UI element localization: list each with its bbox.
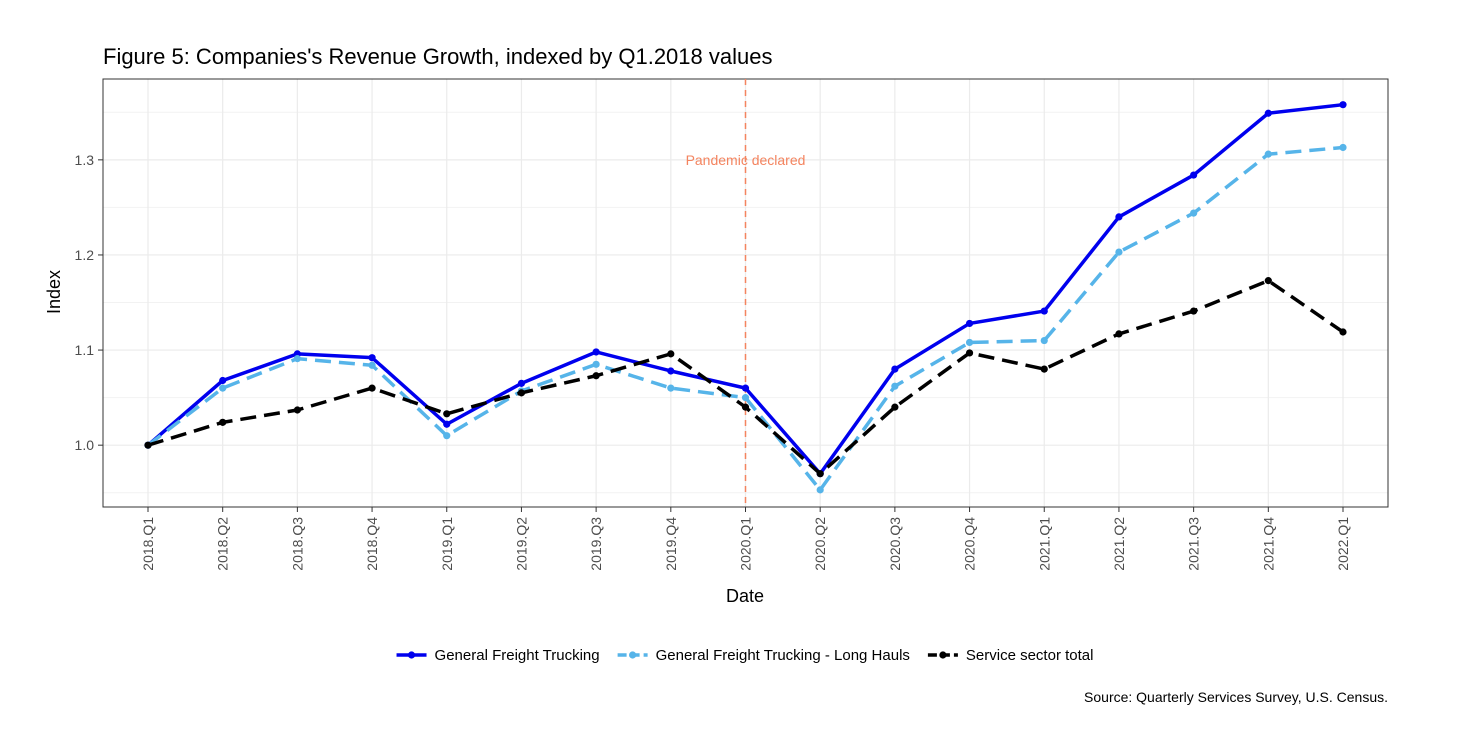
- legend-key-point: [407, 651, 416, 659]
- data-point: [368, 354, 376, 362]
- legend-label-0: General Freight Trucking: [435, 647, 600, 664]
- data-point: [741, 384, 750, 392]
- data-point: [741, 403, 750, 411]
- data-point: [1040, 365, 1048, 373]
- data-point: [965, 338, 974, 347]
- pandemic-annotation: Pandemic declared: [686, 152, 806, 168]
- data-point: [667, 384, 675, 392]
- data-point: [1264, 150, 1272, 158]
- data-point: [443, 432, 451, 440]
- data-point: [667, 367, 675, 375]
- legend-key-point: [939, 651, 947, 659]
- data-point: [1190, 171, 1198, 179]
- y-tick-label: 1.2: [75, 247, 95, 263]
- data-point: [1115, 330, 1123, 338]
- plot-area: 1.0 1.1 1.2 1.3 2018.Q1 2018.Q2 2018.Q3 2018.Q4…: [75, 78, 1389, 571]
- x-tick-label: 2018.Q1: [140, 517, 156, 571]
- chart-title: Figure 5: Companies's Revenue Growth, in…: [103, 44, 772, 69]
- data-point: [816, 470, 824, 478]
- data-point: [368, 361, 376, 369]
- x-tick-label: 2021.Q1: [1036, 517, 1052, 571]
- data-point: [144, 441, 152, 449]
- data-point: [1264, 277, 1272, 285]
- data-point: [1190, 209, 1198, 217]
- data-point: [592, 360, 600, 368]
- x-tick-label: 2019.Q1: [439, 517, 455, 571]
- series-line-1: [146, 145, 1344, 492]
- data-point: [219, 384, 227, 392]
- data-point: [219, 418, 227, 426]
- data-point: [443, 410, 451, 418]
- data-point: [1115, 248, 1123, 256]
- data-point: [293, 355, 301, 363]
- x-tick-label: 2018.Q4: [364, 517, 380, 571]
- data-point: [1115, 213, 1123, 221]
- data-point: [517, 379, 526, 387]
- x-tick-label: 2019.Q2: [513, 517, 529, 571]
- x-tick-label: 2022.Q1: [1335, 517, 1351, 571]
- legend-label-1: General Freight Trucking - Long Hauls: [656, 647, 910, 664]
- x-tick-label: 2018.Q3: [289, 517, 305, 571]
- data-point: [891, 365, 899, 373]
- x-tick-label: 2020.Q3: [887, 517, 903, 571]
- data-point: [1040, 307, 1048, 315]
- x-tick-label: 2020.Q1: [738, 517, 754, 571]
- data-point: [1339, 101, 1347, 109]
- data-point: [443, 420, 451, 428]
- x-tick-label: 2019.Q3: [588, 517, 604, 571]
- data-point: [891, 403, 899, 411]
- legend: General Freight Trucking General Freight …: [396, 647, 1094, 664]
- x-tick-label: 2020.Q4: [962, 517, 978, 571]
- data-point: [891, 382, 899, 390]
- y-axis-label: Index: [44, 270, 64, 314]
- x-tick-label: 2020.Q2: [812, 517, 828, 571]
- y-tick-label: 1.0: [75, 437, 95, 453]
- x-tick-label: 2018.Q2: [215, 517, 231, 571]
- x-tick-label: 2021.Q3: [1186, 517, 1202, 571]
- data-point: [1264, 109, 1272, 117]
- x-tick-label: 2019.Q4: [663, 517, 679, 571]
- source-caption: Source: Quarterly Services Survey, U.S. …: [1084, 689, 1388, 705]
- data-point: [1339, 328, 1347, 336]
- data-point: [592, 348, 600, 356]
- legend-key-point: [629, 651, 637, 659]
- data-point: [965, 319, 974, 328]
- data-point: [368, 384, 376, 392]
- data-point: [1040, 336, 1048, 345]
- data-point: [667, 350, 675, 358]
- x-tick-label: 2021.Q4: [1260, 517, 1276, 571]
- data-point: [965, 349, 974, 357]
- y-tick-label: 1.3: [75, 152, 95, 168]
- data-point: [816, 486, 824, 494]
- x-tick-label: 2021.Q2: [1111, 517, 1127, 571]
- data-point: [1190, 307, 1198, 315]
- data-point: [592, 372, 600, 380]
- data-point: [293, 406, 301, 414]
- data-point: [517, 389, 526, 397]
- x-axis-label: Date: [726, 586, 764, 606]
- y-tick-label: 1.1: [75, 342, 95, 358]
- data-point: [741, 394, 750, 402]
- data-point: [219, 376, 227, 385]
- data-point: [1339, 143, 1347, 152]
- legend-label-2: Service sector total: [966, 647, 1094, 664]
